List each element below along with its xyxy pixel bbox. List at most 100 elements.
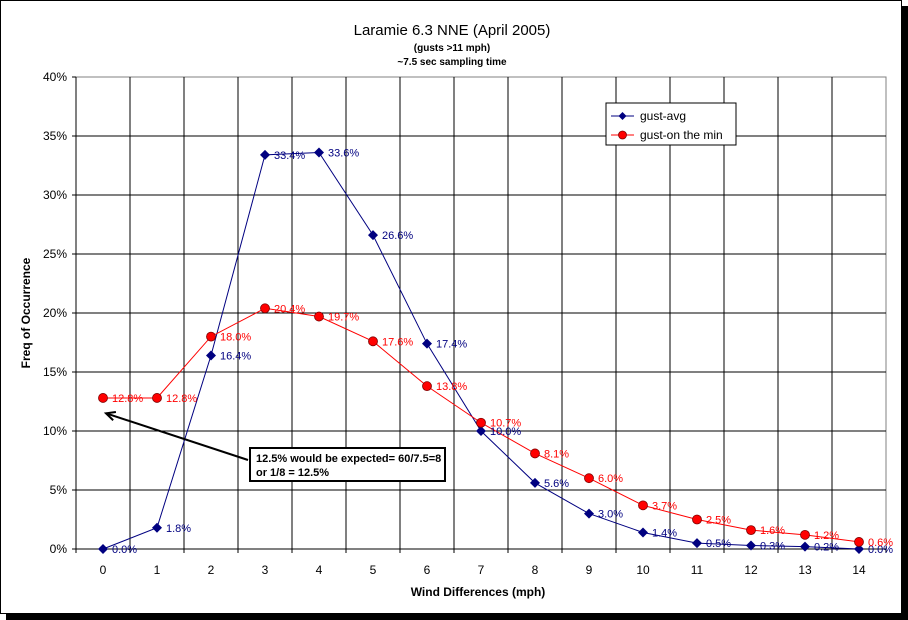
annotation: 12.5% would be expected= 60/7.5=8 or 1/8… — [103, 410, 446, 482]
legend-label-gust-avg: gust-avg — [640, 109, 686, 123]
x-tick-label: 1 — [154, 563, 161, 577]
data-label-gust-on-the-min: 10.7% — [490, 418, 521, 430]
data-label-gust-avg: 16.4% — [220, 350, 251, 362]
data-label-gust-avg: 26.6% — [382, 230, 413, 242]
x-tick-label: 10 — [636, 563, 650, 577]
x-tick-label: 0 — [100, 563, 107, 577]
marker-gust-on-the-min — [746, 525, 756, 536]
x-axis-ticks: 0 1 2 3 4 5 6 7 8 9 10 11 12 13 14 — [75, 549, 887, 577]
x-tick-label: 2 — [208, 563, 215, 577]
y-tick-label: 0% — [50, 542, 68, 556]
marker-gust-on-the-min — [854, 537, 864, 547]
legend-marker-gust-avg — [618, 112, 627, 120]
marker-gust-avg — [422, 338, 432, 349]
marker-gust-avg — [746, 540, 756, 551]
y-axis-label: Freq of Occurrence — [19, 257, 33, 368]
marker-gust-avg — [800, 541, 810, 552]
data-label-gust-on-the-min: 12.8% — [112, 393, 143, 405]
annotation-line-1: 12.5% would be expected= 60/7.5=8 — [256, 453, 441, 465]
y-tick-label: 10% — [43, 424, 67, 438]
data-label-gust-avg: 33.4% — [274, 150, 305, 162]
x-tick-label: 5 — [370, 563, 377, 577]
data-label-gust-on-the-min: 3.7% — [652, 500, 677, 512]
x-tick-label: 13 — [798, 563, 812, 577]
data-label-gust-on-the-min: 20.4% — [274, 303, 305, 315]
legend-label-gust-on-the-min: gust-on the min — [640, 128, 723, 142]
marker-gust-avg — [584, 508, 594, 519]
series-markers — [98, 147, 864, 554]
data-label-gust-on-the-min: 19.7% — [328, 312, 359, 324]
x-axis-label: Wind Differences (mph) — [411, 585, 546, 599]
marker-gust-avg — [152, 522, 162, 533]
data-label-gust-avg: 1.4% — [652, 527, 677, 539]
chart-title: Laramie 6.3 NNE (April 2005) — [354, 22, 551, 39]
annotation-arrowhead — [103, 410, 117, 421]
x-tick-label: 9 — [586, 563, 593, 577]
data-label-gust-avg: 5.6% — [544, 478, 569, 490]
data-label-gust-on-the-min: 0.6% — [868, 537, 893, 549]
marker-gust-avg — [476, 426, 486, 436]
frame-shadow-right — [902, 6, 908, 620]
marker-gust-avg — [638, 527, 648, 538]
x-tick-label: 14 — [852, 563, 866, 577]
y-tick-label: 35% — [43, 129, 67, 143]
data-label-gust-on-the-min: 8.1% — [544, 448, 569, 460]
marker-gust-on-the-min — [98, 393, 108, 403]
marker-gust-avg — [692, 538, 702, 549]
y-tick-label: 20% — [43, 306, 67, 320]
annotation-box — [249, 447, 446, 482]
data-labels: 0.0% 1.8% 16.4% 33.4% 33.6% 26.6% 17.4% 10.0% 5.… — [112, 148, 893, 556]
legend-box — [605, 102, 737, 146]
data-label-gust-on-the-min: 13.8% — [436, 381, 467, 393]
chart-subtitle-2: ~7.5 sec sampling time — [397, 57, 507, 68]
y-tick-label: 30% — [43, 188, 67, 202]
marker-gust-avg — [98, 544, 108, 554]
data-label-gust-avg: 10.0% — [490, 426, 521, 438]
marker-gust-on-the-min — [314, 311, 324, 322]
x-tick-label: 8 — [532, 563, 539, 577]
marker-gust-avg — [530, 477, 540, 488]
marker-gust-on-the-min — [800, 529, 810, 540]
y-tick-label: 5% — [50, 483, 68, 497]
chart-subtitle-1: (gusts >11 mph) — [414, 43, 490, 54]
marker-gust-on-the-min — [476, 417, 486, 428]
data-label-gust-avg: 0.2% — [814, 542, 839, 554]
marker-gust-on-the-min — [584, 473, 594, 484]
x-tick-label: 11 — [691, 563, 704, 577]
x-tick-label: 12 — [744, 563, 758, 577]
data-label-gust-avg: 17.4% — [436, 339, 467, 351]
marker-gust-on-the-min — [260, 303, 270, 314]
marker-gust-avg — [206, 350, 216, 361]
marker-gust-on-the-min — [422, 381, 432, 392]
data-label-gust-avg: 0.0% — [112, 544, 137, 556]
data-label-gust-avg: 1.8% — [166, 523, 191, 535]
legend: gust-avg gust-on the min — [605, 102, 737, 146]
marker-gust-on-the-min — [152, 393, 162, 403]
annotation-line-2: or 1/8 = 12.5% — [256, 467, 329, 479]
data-label-gust-on-the-min: 17.6% — [382, 336, 413, 348]
data-label-gust-on-the-min: 6.0% — [598, 473, 623, 485]
data-label-gust-on-the-min: 1.2% — [814, 530, 839, 542]
x-tick-label: 7 — [478, 563, 485, 577]
marker-gust-on-the-min — [638, 500, 648, 511]
y-tick-label: 15% — [43, 365, 67, 379]
y-tick-label: 25% — [43, 247, 67, 261]
data-label-gust-on-the-min: 12.8% — [166, 393, 197, 405]
data-label-gust-on-the-min: 2.5% — [706, 515, 731, 527]
data-label-gust-on-the-min: 18.0% — [220, 332, 251, 344]
legend-marker-gust-on-the-min — [618, 130, 627, 140]
marker-gust-on-the-min — [368, 336, 378, 347]
annotation-arrow — [105, 412, 249, 461]
y-axis-ticks: 0% 5% 10% 15% 20% 25% 30% 35% 40% — [43, 70, 76, 556]
frame-shadow-bottom — [6, 614, 908, 620]
x-tick-label: 3 — [262, 563, 269, 577]
y-tick-label: 40% — [43, 70, 67, 84]
data-label-gust-on-the-min: 1.6% — [760, 525, 785, 537]
marker-gust-avg — [260, 149, 270, 160]
x-tick-label: 6 — [424, 563, 431, 577]
data-label-gust-avg: 0.0% — [868, 544, 893, 556]
marker-gust-avg — [314, 147, 324, 158]
data-label-gust-avg: 3.0% — [598, 509, 623, 521]
data-label-gust-avg: 0.3% — [760, 540, 785, 552]
data-label-gust-avg: 0.5% — [706, 538, 731, 550]
